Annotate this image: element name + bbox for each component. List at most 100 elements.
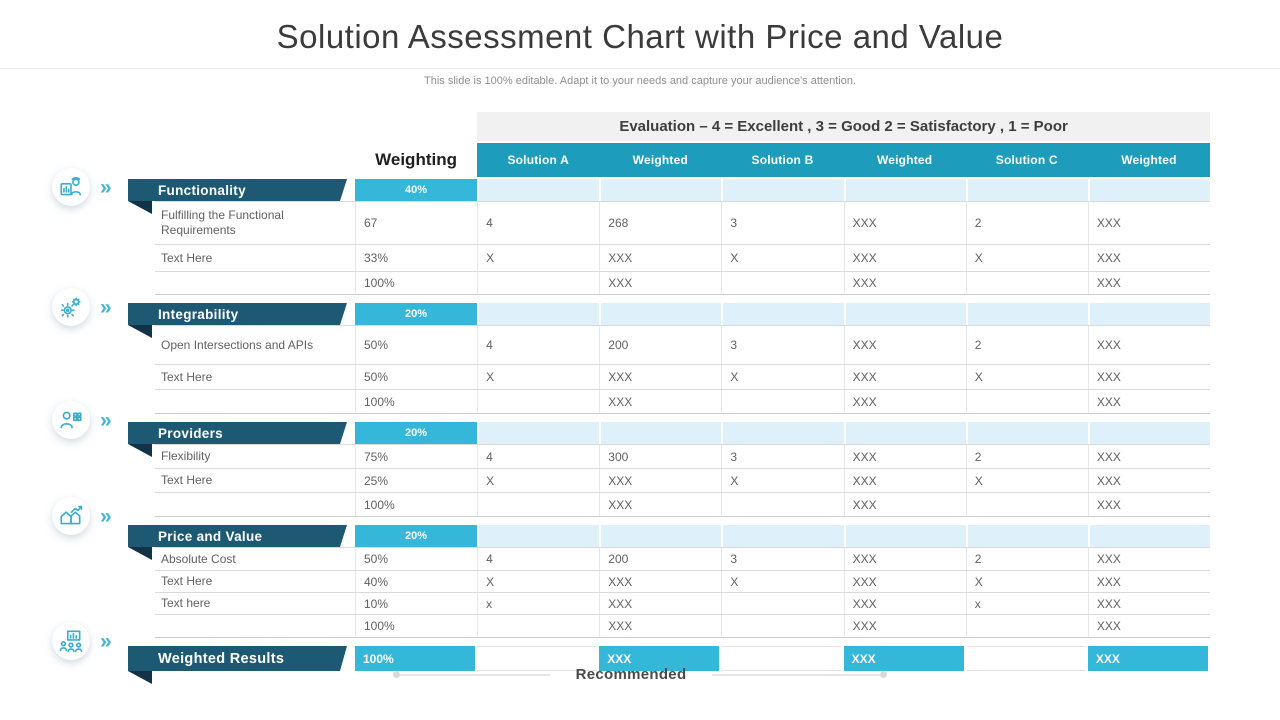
table-cell [965, 390, 1088, 413]
table-cell: 4 [477, 445, 599, 468]
table-cell: XXX [1087, 445, 1210, 468]
row-label: Absolute Cost [161, 551, 236, 566]
table-cell: X [965, 571, 1088, 592]
table-cell: X [721, 365, 843, 389]
table-cell: 2 [965, 548, 1088, 570]
double-chevron-icon: » [100, 295, 112, 319]
table-cell: 40% [355, 571, 477, 592]
band-cell [1087, 179, 1210, 201]
table-cell: XXX [1087, 493, 1210, 516]
table-row: Text Here 33% X XXX X XXX X XXX [155, 244, 1210, 271]
row-label [155, 272, 355, 294]
table-cell [721, 390, 843, 413]
table-cell: 50% [355, 548, 477, 570]
band-cell [477, 422, 600, 444]
section-providers: Providers 20% Flexibility 75% 4 300 3 XXX 2 XXX Te… [128, 422, 1210, 517]
table-cell: X [477, 571, 599, 592]
solution-gap-cell [477, 646, 598, 671]
column-header-solution-c: Solution C [965, 143, 1088, 177]
section-banner-cell: Functionality [128, 179, 355, 214]
band-cell [843, 303, 966, 325]
table-body: Functionality 40% Fulfilling the Functiona… [128, 179, 1210, 684]
band-cell [721, 422, 844, 444]
band-cell [477, 303, 600, 325]
section-banner: Functionality [128, 179, 347, 201]
analyst-monitor-icon [52, 168, 90, 206]
table-cell: X [721, 469, 843, 492]
price-value-icon-group: » [52, 497, 112, 535]
table-cell: XXX [1087, 571, 1210, 592]
table-cell [721, 493, 843, 516]
table-cell: X [721, 245, 843, 271]
section-banner-cell: Providers [128, 422, 355, 457]
header-label-spacer [155, 143, 355, 177]
band-cell [843, 525, 966, 547]
table-cell: 100% [355, 615, 477, 637]
column-header-solution-a: Solution A [477, 143, 600, 177]
assessment-table: Evaluation – 4 = Excellent , 3 = Good 2 … [128, 112, 1210, 684]
band-cell [843, 422, 966, 444]
table-cell: XXX [1087, 548, 1210, 570]
band-cell [1087, 525, 1210, 547]
band-cell [965, 179, 1088, 201]
section-weight-cell: 20% [355, 525, 478, 547]
table-cell: 3 [721, 326, 843, 364]
table-cell [477, 493, 599, 516]
person-network-icon [52, 401, 90, 439]
providers-icon-group: » [52, 401, 112, 439]
band-cell [599, 179, 722, 201]
table-cell [477, 615, 599, 637]
house-growth-icon [52, 497, 90, 535]
weighted-results-row: Weighted Results 100% XXX XXX XXX [128, 646, 1210, 684]
table-cell: XXX [599, 593, 721, 614]
table-cell: 50% [355, 365, 477, 389]
table-cell: 100% [355, 272, 477, 294]
section-band-row: Integrability 20% [128, 303, 1210, 338]
weighted-results-banner: Weighted Results [128, 646, 347, 671]
table-cell: 75% [355, 445, 477, 468]
right-line [712, 673, 881, 676]
section-banner: Price and Value [128, 525, 347, 547]
column-header-weighted-a: Weighted [599, 143, 722, 177]
row-label: Flexibility [161, 449, 211, 463]
table-cell: 67 [355, 202, 477, 244]
table-cell: 4 [477, 326, 599, 364]
table-cell [965, 615, 1088, 637]
double-chevron-icon: » [100, 629, 112, 653]
table-cell: 2 [965, 202, 1088, 244]
table-cell: XXX [1087, 326, 1210, 364]
table-cell: XXX [1087, 615, 1210, 637]
slide-subtitle: This slide is 100% editable. Adapt it to… [424, 75, 856, 87]
section-banner-cell: Integrability [128, 303, 355, 338]
table-cell: XXX [599, 469, 721, 492]
band-cell [1087, 422, 1210, 444]
band-cell [965, 303, 1088, 325]
table-cell: 25% [355, 469, 477, 492]
integrability-icon-group: » [52, 288, 112, 326]
weighted-result-cell: XXX [1087, 646, 1208, 671]
table-cell: 3 [721, 202, 843, 244]
table-cell: XXX [599, 615, 721, 637]
table-cell [477, 272, 599, 294]
table-cell: X [477, 469, 599, 492]
section-banner-cell: Price and Value [128, 525, 355, 560]
row-label: Text Here [161, 574, 213, 588]
table-cell: XXX [1087, 245, 1210, 271]
evaluation-scale-note: Evaluation – 4 = Excellent , 3 = Good 2 … [477, 112, 1210, 141]
table-cell: XXX [599, 493, 721, 516]
left-end-dot [392, 671, 400, 678]
table-cell: XXX [843, 615, 966, 637]
table-cell: XXX [843, 326, 966, 364]
table-row: 100% XXX XXX XXX [155, 389, 1210, 413]
table-cell: X [965, 469, 1088, 492]
band-cell [477, 525, 600, 547]
band-cell [721, 525, 844, 547]
table-cell: XXX [599, 571, 721, 592]
table-cell: XXX [843, 469, 966, 492]
table-cell: XXX [843, 571, 966, 592]
row-label: Text here [161, 596, 211, 610]
table-cell [721, 593, 843, 614]
band-cell [965, 525, 1088, 547]
band-cell [721, 303, 844, 325]
banner-fold-decoration [128, 201, 152, 214]
